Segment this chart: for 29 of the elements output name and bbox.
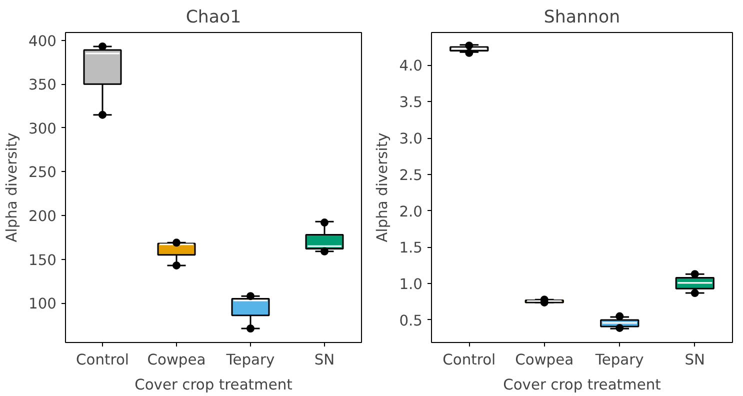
y-axis-title: Alpha diversity <box>374 132 392 242</box>
y-tick-label: 1.5 <box>399 240 423 257</box>
x-tick-label: Tepary <box>594 352 644 368</box>
chart-title: Shannon <box>544 8 620 28</box>
chart-title: Chao1 <box>186 8 242 28</box>
x-tick-label: Control <box>442 352 496 368</box>
x-tick-label: SN <box>684 352 706 368</box>
y-tick-label: 150 <box>28 252 57 269</box>
y-tick-label: 3.0 <box>399 130 423 148</box>
x-tick-label: SN <box>314 352 335 368</box>
x-tick-label: Tepary <box>225 352 276 368</box>
y-tick-label: 0.5 <box>399 312 423 330</box>
y-tick-label: 200 <box>28 208 57 226</box>
x-axis-title: Cover crop treatment <box>134 376 293 394</box>
y-tick-label: 1.0 <box>399 276 423 294</box>
y-tick-label: 4.0 <box>399 58 423 75</box>
x-tick-label: Cowpea <box>147 352 206 368</box>
x-axis-title: Cover crop treatment <box>503 376 662 394</box>
y-tick-label: 2.5 <box>399 166 423 184</box>
y-tick-label: 250 <box>28 164 57 182</box>
x-tick-label: Cowpea <box>515 352 574 368</box>
y-tick-label: 3.5 <box>399 94 423 112</box>
y-tick-label: 400 <box>28 32 57 50</box>
y-tick-label: 2.0 <box>399 203 423 220</box>
y-tick-label: 100 <box>28 296 57 313</box>
y-axis-title: Alpha diversity <box>4 132 21 242</box>
y-tick-label: 350 <box>28 76 57 94</box>
x-tick-label: Control <box>76 352 129 368</box>
y-tick-label: 300 <box>28 120 57 138</box>
